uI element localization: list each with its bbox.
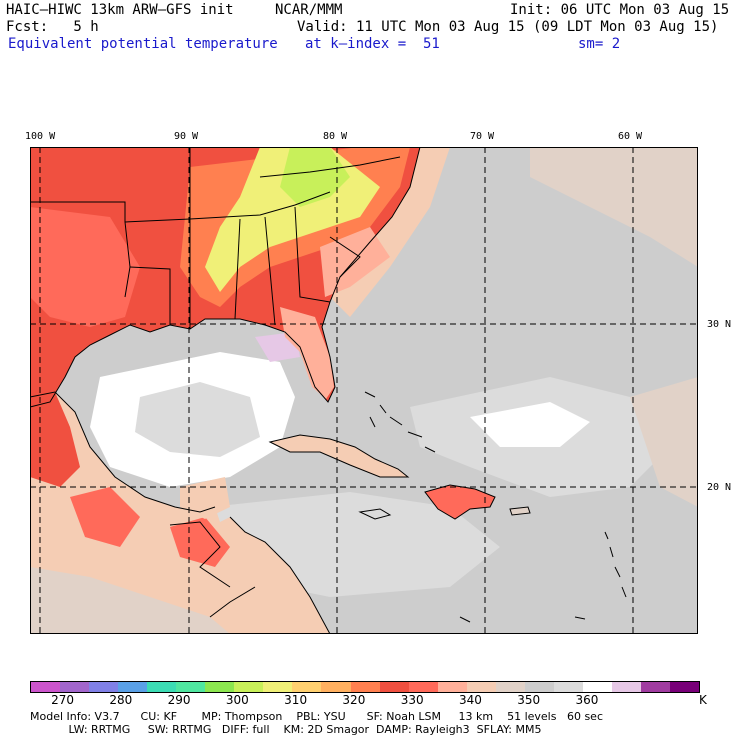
colorbar-unit: K — [699, 693, 707, 707]
colorbar-tick-label: 350 — [517, 693, 541, 707]
colorbar-cell — [611, 682, 641, 692]
lon-label-60w: 60 W — [618, 131, 643, 142]
texas-pink — [30, 207, 140, 327]
mexico-land — [30, 392, 330, 634]
colorbar-tick-label: 360 — [575, 693, 599, 707]
mexico-red-1 — [30, 392, 80, 487]
caribbean-white-patch — [470, 402, 590, 447]
colorbar-cell — [89, 682, 119, 692]
init-time: Init: 06 UTC Mon 03 Aug 15 — [510, 2, 730, 18]
smoothing-label: sm= 2 — [578, 36, 621, 52]
colorbar-tick-label: 270 — [51, 693, 75, 707]
colorbar-cell — [60, 682, 90, 692]
colorbar-cell — [495, 682, 525, 692]
colorbar-cell — [466, 682, 496, 692]
graticule — [30, 147, 698, 634]
field-name: Equivalent potential temperature — [8, 36, 278, 52]
theta-e-map — [30, 147, 698, 634]
mexico-red-2 — [70, 487, 140, 547]
cuba — [268, 434, 410, 478]
colorbar-tick-label: 320 — [342, 693, 366, 707]
florida-peninsula — [280, 307, 334, 399]
political-boundaries — [30, 147, 421, 634]
jamaica — [358, 508, 392, 520]
forecast-hour: Fcst: 5 h — [6, 19, 99, 35]
mexico-gray — [30, 567, 230, 634]
colorbar-tick-label: 280 — [109, 693, 133, 707]
puerto-rico — [509, 506, 531, 516]
east-atlantic-tan-1 — [530, 147, 698, 267]
colorbar-cell — [263, 682, 293, 692]
colorbar-cell — [553, 682, 583, 692]
lon-label-80w: 80 W — [323, 131, 348, 142]
colorbar-tick-label: 290 — [167, 693, 191, 707]
model-info-line2: LW: RRTMG SW: RRTMG DIFF: full KM: 2D Sm… — [30, 723, 542, 736]
lon-label-70w: 70 W — [470, 131, 495, 142]
lon-label-100w: 100 W — [25, 131, 56, 142]
gulf-gray-patch — [135, 382, 260, 457]
colorbar-tick-label: 310 — [284, 693, 308, 707]
east-atlantic-tan-2 — [630, 377, 698, 507]
colorbar-tick-label: 340 — [458, 693, 482, 707]
colorbar-cell — [176, 682, 206, 692]
us-light-yellow — [280, 147, 350, 207]
lat-label-30n: 30 N — [707, 319, 732, 330]
colorbar-cell — [408, 682, 438, 692]
colorbar-cell — [147, 682, 177, 692]
colorbar-cell — [205, 682, 235, 692]
organization-label: NCAR/MMM — [275, 2, 343, 18]
level-label: at k–index = 51 — [305, 36, 440, 52]
lon-label-90w: 90 W — [174, 131, 199, 142]
theta-e-colorbar — [30, 681, 700, 693]
colorbar-cell — [437, 682, 467, 692]
colorbar-cell — [379, 682, 409, 692]
colorbar-tick-label: 330 — [400, 693, 424, 707]
colorbar-tick-label: 300 — [225, 693, 249, 707]
colorbar-cell — [640, 682, 671, 692]
colorbar-cell — [31, 682, 61, 692]
colorbar-cell — [350, 682, 380, 692]
colorbar-cell — [321, 682, 351, 692]
colorbar-cell — [670, 682, 700, 692]
colorbar-cell — [118, 682, 148, 692]
colorbar-cell — [292, 682, 322, 692]
small-islands — [364, 391, 627, 623]
colorbar-cell — [582, 682, 612, 692]
colorbar-cell — [524, 682, 554, 692]
central-america-red — [170, 517, 230, 567]
colorbar-cell — [234, 682, 264, 692]
hispaniola — [424, 484, 496, 520]
lat-label-20n: 20 N — [707, 482, 732, 493]
valid-time: Valid: 11 UTC Mon 03 Aug 15 (09 LDT Mon … — [297, 19, 719, 35]
model-info-line1: Model Info: V3.7 CU: KF MP: Thompson PBL… — [30, 710, 603, 723]
model-title: HAIC–HIWC 13km ARW–GFS init — [6, 2, 234, 18]
